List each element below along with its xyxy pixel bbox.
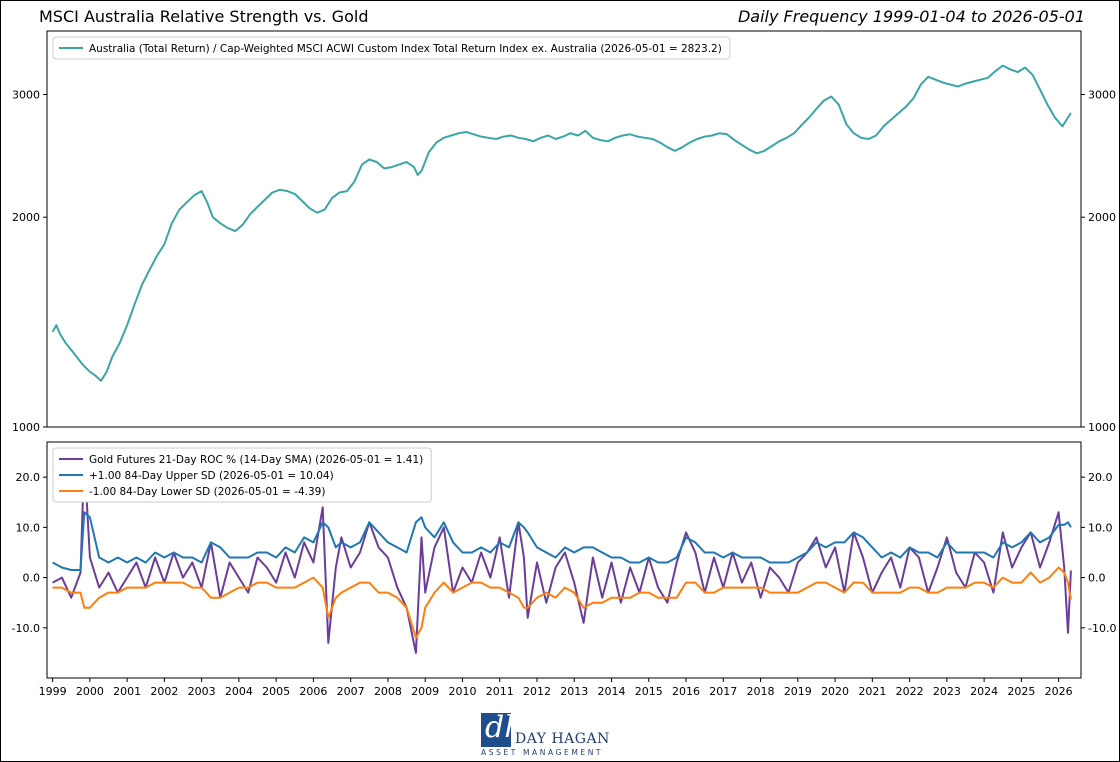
legend-box-0 <box>52 36 731 60</box>
x-tick-label-2: 2001 <box>113 685 141 698</box>
x-tick-label-10: 2009 <box>411 685 439 698</box>
y-tick-label-left-1-2: 10.0 <box>16 521 41 534</box>
x-tick-label-24: 2023 <box>933 685 961 698</box>
day-hagan-logo: dh DAY HAGAN ASSET MANAGEMENT <box>481 711 613 759</box>
y-tick-label-right-0-2: 3000 <box>1088 88 1116 101</box>
x-tick-label-25: 2024 <box>970 685 998 698</box>
x-tick-label-22: 2021 <box>858 685 886 698</box>
logo-mark-icon: dh <box>481 711 524 747</box>
logo-subtitle: ASSET MANAGEMENT <box>481 748 604 757</box>
x-tick-label-14: 2013 <box>560 685 588 698</box>
plot-area-1 <box>46 441 1082 679</box>
logo-name: DAY HAGAN <box>515 731 610 747</box>
x-tick-label-26: 2025 <box>1007 685 1035 698</box>
legend-label-1-2: -1.00 84-Day Lower SD (2026-05-01 = -4.3… <box>89 486 325 498</box>
y-tick-label-left-0-1: 2000 <box>12 211 40 224</box>
x-tick-label-12: 2011 <box>486 685 514 698</box>
legend-1: Gold Futures 21-Day ROC % (14-Day SMA) (… <box>52 447 432 503</box>
x-tick-label-27: 2026 <box>1045 685 1073 698</box>
chart-subtitle: Daily Frequency 1999-01-04 to 2026-05-01 <box>737 7 1085 26</box>
y-tick-label-left-1-1: 0.0 <box>23 572 41 585</box>
bottom-panel: -10.0 -10.0 0.0 0.0 10.0 10.0 20.0 20.0 1999 2000… <box>12 441 1116 698</box>
series-group-1 <box>52 456 1072 654</box>
y-tick-label-left-0-2: 3000 <box>12 88 40 101</box>
x-tick-label-7: 2006 <box>299 685 327 698</box>
top-panel: 1000 1000 2000 2000 3000 3000 Australia (Total… <box>12 30 1116 434</box>
y-tick-label-right-1-1: 0.0 <box>1088 572 1106 585</box>
series-line-1-1 <box>52 511 1072 571</box>
series-line-1-0 <box>52 456 1072 654</box>
x-tick-label-19: 2018 <box>747 685 775 698</box>
x-tick-label-13: 2012 <box>523 685 551 698</box>
x-tick-label-6: 2005 <box>262 685 290 698</box>
y-tick-label-left-0-0: 1000 <box>12 421 40 434</box>
series-group-0 <box>51 64 1072 382</box>
plot-area-0 <box>46 30 1082 428</box>
series-line-1-2 <box>52 566 1072 639</box>
x-tick-label-23: 2022 <box>896 685 924 698</box>
x-tick-label-15: 2014 <box>598 685 626 698</box>
x-tick-label-4: 2003 <box>188 685 216 698</box>
chart-title: MSCI Australia Relative Strength vs. Gol… <box>39 7 369 26</box>
x-tick-label-9: 2008 <box>374 685 402 698</box>
x-tick-label-11: 2010 <box>448 685 476 698</box>
legend-box-1 <box>52 447 432 503</box>
logo-mark-letters: dh <box>485 710 524 745</box>
x-tick-label-8: 2007 <box>337 685 365 698</box>
legend-label-1-0: Gold Futures 21-Day ROC % (14-Day SMA) (… <box>89 454 423 466</box>
legend-0: Australia (Total Return) / Cap-Weighted … <box>52 36 731 60</box>
x-tick-label-16: 2015 <box>635 685 663 698</box>
x-tick-label-17: 2016 <box>672 685 700 698</box>
x-tick-label-3: 2002 <box>150 685 178 698</box>
legend-label-0-0: Australia (Total Return) / Cap-Weighted … <box>89 43 722 55</box>
y-tick-label-right-1-2: 10.0 <box>1088 521 1113 534</box>
x-tick-label-5: 2004 <box>225 685 253 698</box>
y-tick-label-right-1-0: -10.0 <box>1088 622 1116 635</box>
x-tick-label-18: 2017 <box>709 685 737 698</box>
y-tick-label-right-0-0: 1000 <box>1088 421 1116 434</box>
y-tick-label-left-1-3: 20.0 <box>16 471 41 484</box>
x-tick-label-1: 2000 <box>76 685 104 698</box>
x-tick-label-21: 2020 <box>821 685 849 698</box>
y-tick-label-left-1-0: -10.0 <box>12 622 40 635</box>
x-tick-label-20: 2019 <box>784 685 812 698</box>
series-line-0-0 <box>51 64 1072 382</box>
y-tick-label-right-0-1: 2000 <box>1088 211 1116 224</box>
y-tick-label-right-1-3: 20.0 <box>1088 471 1113 484</box>
x-tick-label-0: 1999 <box>39 685 67 698</box>
legend-label-1-1: +1.00 84-Day Upper SD (2026-05-01 = 10.0… <box>89 470 334 482</box>
